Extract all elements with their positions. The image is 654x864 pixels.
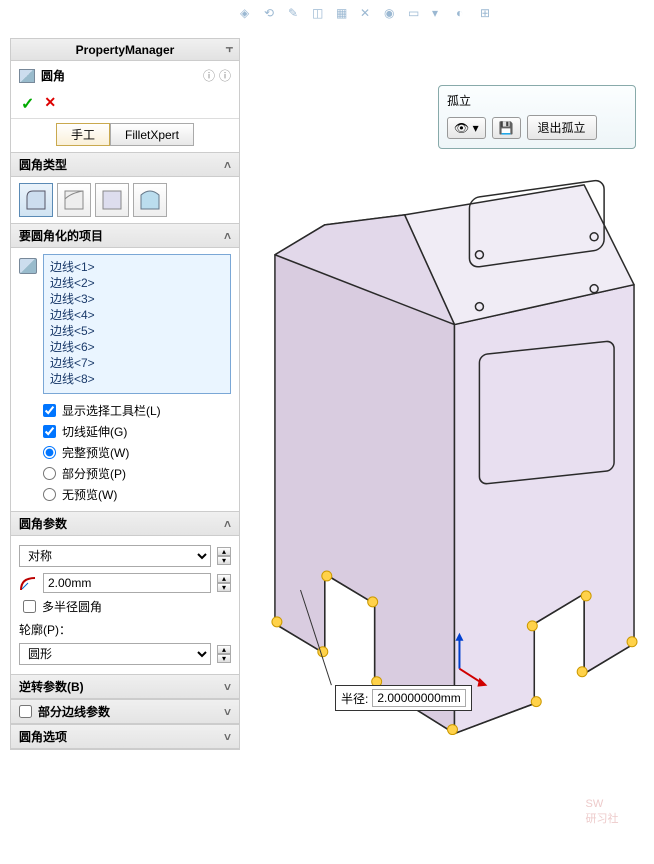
exit-isolate-button[interactable]: 退出孤立	[527, 115, 597, 140]
edge-selection-icon	[19, 258, 37, 274]
fillet-type-face[interactable]	[95, 183, 129, 217]
ok-button[interactable]: ✓	[21, 94, 34, 114]
opt-multi-radius[interactable]: 多半径圆角	[19, 596, 231, 617]
tool-icon[interactable]: ▭	[408, 6, 426, 24]
feature-title-row: 圆角 ⓘ ⓘ	[11, 61, 239, 90]
confirm-row: ✓ ✕	[11, 90, 239, 119]
tool-icon[interactable]: ⟲	[264, 6, 282, 24]
tool-icon[interactable]: ▾	[432, 6, 450, 24]
opt-full-preview[interactable]: 完整预览(W)	[19, 442, 231, 463]
help-icons: ⓘ ⓘ	[203, 67, 231, 84]
tool-icon[interactable]: ◈	[240, 6, 258, 24]
list-item[interactable]: 边线<5>	[50, 323, 224, 339]
list-item[interactable]: 边线<6>	[50, 339, 224, 355]
profile-label: 轮廓(P)：	[19, 617, 231, 640]
edges-list[interactable]: 边线<1> 边线<2> 边线<3> 边线<4> 边线<5> 边线<6> 边线<7…	[43, 254, 231, 394]
cancel-button[interactable]: ✕	[44, 94, 56, 114]
model-viewport[interactable]	[245, 155, 644, 853]
list-item[interactable]: 边线<8>	[50, 371, 224, 387]
symmetry-select[interactable]: 对称	[19, 545, 211, 567]
radius-input[interactable]	[43, 573, 211, 593]
fillet-type-full-round[interactable]	[133, 183, 167, 217]
chevron-down-icon: ˅	[224, 730, 231, 744]
tab-manual[interactable]: 手工	[56, 123, 110, 146]
chevron-up-icon: ˄	[224, 229, 231, 243]
callout-label: 半径:	[341, 690, 368, 707]
fillet-icon	[19, 69, 35, 83]
section-reverse[interactable]: 逆转参数(B)˅	[11, 674, 239, 699]
section-partial-edge[interactable]: 部分边线参数˅	[11, 699, 239, 724]
list-item[interactable]: 边线<2>	[50, 275, 224, 291]
chevron-up-icon: ˄	[224, 158, 231, 172]
tool-icon[interactable]: ⊞	[480, 6, 498, 24]
section-options[interactable]: 圆角选项˅	[11, 724, 239, 749]
isolate-visibility-button[interactable]: 👁 ▾	[447, 117, 486, 139]
radius-icon	[19, 574, 37, 592]
view-toolbar: ◈ ⟲ ✎ ◫ ▦ ✕ ◉ ▭ ▾ ◐ ⊞	[240, 6, 498, 24]
list-item[interactable]: 边线<1>	[50, 259, 224, 275]
mode-tabs: 手工 FilletXpert	[11, 119, 239, 152]
property-manager-panel: PropertyManager ⫟ 圆角 ⓘ ⓘ ✓ ✕ 手工 FilletXp…	[10, 38, 240, 750]
chevron-down-icon: ˅	[224, 680, 231, 694]
chevron-down-icon: ˅	[224, 705, 231, 719]
opt-partial-preview[interactable]: 部分预览(P)	[19, 463, 231, 484]
tool-icon[interactable]: ▦	[336, 6, 354, 24]
spinner[interactable]: ▴▾	[217, 547, 231, 565]
pm-title: PropertyManager	[76, 43, 175, 57]
help-icon[interactable]: ⓘ	[203, 67, 215, 84]
tab-filletxpert[interactable]: FilletXpert	[110, 123, 194, 146]
fillet-type-constant[interactable]	[19, 183, 53, 217]
section-params[interactable]: 圆角参数˄	[11, 511, 239, 536]
isolate-title: 孤立	[447, 92, 627, 109]
list-item[interactable]: 边线<7>	[50, 355, 224, 371]
opt-show-toolbar[interactable]: 显示选择工具栏(L)	[19, 400, 231, 421]
chevron-up-icon: ˄	[224, 517, 231, 531]
list-item[interactable]: 边线<4>	[50, 307, 224, 323]
isolate-save-button[interactable]: 💾	[492, 117, 521, 139]
tool-icon[interactable]: ✎	[288, 6, 306, 24]
section-fillet-type[interactable]: 圆角类型˄	[11, 152, 239, 177]
list-item[interactable]: 边线<3>	[50, 291, 224, 307]
spinner[interactable]: ▴▾	[217, 574, 231, 592]
pin-icon[interactable]: ⫟	[226, 41, 233, 56]
fillet-type-variable[interactable]	[57, 183, 91, 217]
tool-icon[interactable]: ◫	[312, 6, 330, 24]
section-items[interactable]: 要圆角化的项目˄	[11, 223, 239, 248]
opt-no-preview[interactable]: 无预览(W)	[19, 484, 231, 505]
isolate-dialog: 孤立 👁 ▾ 💾 退出孤立	[438, 85, 636, 149]
opt-tangent[interactable]: 切线延伸(G)	[19, 421, 231, 442]
spinner[interactable]: ▴▾	[217, 645, 231, 663]
tool-icon[interactable]: ◉	[384, 6, 402, 24]
profile-select[interactable]: 圆形	[19, 643, 211, 665]
pm-header: PropertyManager ⫟	[11, 39, 239, 61]
tool-icon[interactable]: ◐	[456, 6, 474, 24]
help-icon[interactable]: ⓘ	[219, 67, 231, 84]
feature-name: 圆角	[41, 67, 65, 84]
callout-value[interactable]: 2.00000000mm	[372, 689, 465, 707]
watermark: SW研习社	[572, 782, 632, 842]
tool-icon[interactable]: ✕	[360, 6, 378, 24]
fillet-type-icons	[19, 183, 231, 217]
radius-callout[interactable]: 半径: 2.00000000mm	[335, 685, 472, 711]
